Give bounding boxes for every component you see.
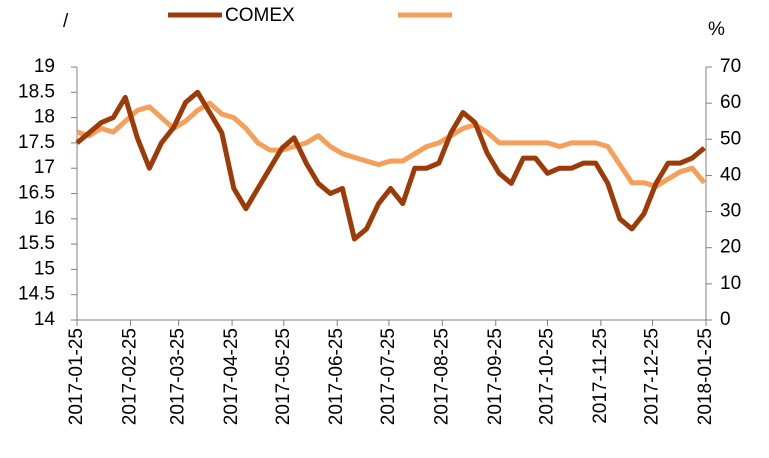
y2-tick-label: 20 <box>720 237 741 258</box>
y-tick-label: 15.5 <box>18 233 55 254</box>
y-tick-label: 14 <box>34 309 56 330</box>
y-tick-label: 18 <box>34 107 55 128</box>
series-line <box>75 89 706 242</box>
y2-tick-label: 10 <box>720 273 741 294</box>
y2-tick-label: 50 <box>720 128 741 149</box>
x-tick-label: 2017-08-25 <box>431 328 452 425</box>
y2-tick-label: 70 <box>720 56 741 77</box>
y-tick-label: 17.5 <box>18 132 55 153</box>
y-tick-label: 15 <box>34 258 55 279</box>
y-tick-label: 14.5 <box>18 284 55 305</box>
y-tick-label: 16 <box>34 208 55 229</box>
series-line <box>76 100 707 189</box>
x-tick-label: 2017-09-25 <box>485 328 506 425</box>
y2-tick-label: 60 <box>720 92 741 113</box>
x-tick-label: 2018-01-25 <box>695 328 716 425</box>
x-tick-label: 2017-11-25 <box>590 328 611 424</box>
x-tick-label: 2017-02-25 <box>119 328 140 425</box>
y2-tick-label: 40 <box>720 164 741 185</box>
x-tick-label: 2017-03-25 <box>168 328 189 425</box>
x-tick-label: 2017-04-25 <box>221 328 242 425</box>
legend-label: COMEX <box>225 5 295 26</box>
x-tick-label: 2017-12-25 <box>642 328 663 425</box>
x-tick-label: 2017-01-25 <box>66 328 87 425</box>
x-tick-label: 2017-10-25 <box>536 328 557 425</box>
x-tick-label: 2017-05-25 <box>273 328 294 425</box>
y-tick-label: 18.5 <box>18 81 55 102</box>
x-tick-label: 2017-06-25 <box>326 328 347 425</box>
y-tick-label: 16.5 <box>18 183 55 204</box>
y2-axis-label: % <box>708 19 725 40</box>
y-tick-label: 17 <box>34 157 55 178</box>
y2-tick-label: 0 <box>720 309 731 330</box>
y-axis-label: / <box>63 11 69 32</box>
x-tick-label: 2017-07-25 <box>378 328 399 425</box>
y2-tick-label: 30 <box>720 201 741 222</box>
y-tick-label: 19 <box>34 56 55 77</box>
